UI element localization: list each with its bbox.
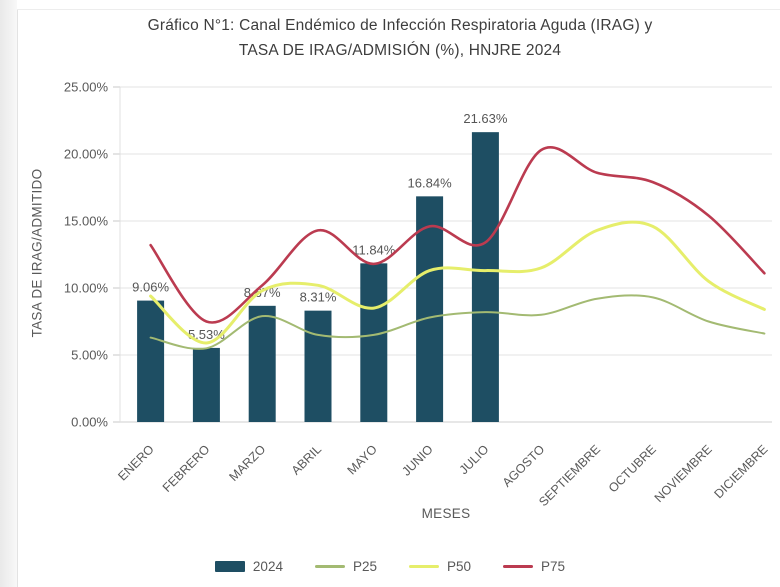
- y-tick-label: 20.00%: [64, 147, 109, 162]
- legend-swatch-p75: [503, 564, 534, 568]
- figure-frame-left: [17, 9, 18, 587]
- legend-label-p25: P25: [352, 558, 377, 574]
- bar-mayo: [360, 263, 388, 422]
- bar-marzo: [248, 305, 276, 422]
- x-axis-label-junio: JUNIO: [399, 442, 436, 479]
- p75-line: [149, 146, 766, 324]
- x-axis-label-enero: ENERO: [115, 442, 157, 484]
- chart-title-line2: TASA DE IRAG/ADMISIÓN (%), HNJRE 2024: [238, 42, 562, 59]
- x-axis-label-octubre: OCTUBRE: [606, 442, 659, 495]
- legend-item-p25: P25: [314, 558, 377, 574]
- legend-item-p50: P50: [409, 559, 471, 574]
- p50-line: [149, 220, 766, 345]
- legend-swatch-2024: [214, 560, 245, 572]
- legend-swatch-p50: [409, 564, 439, 568]
- bar-julio: [471, 132, 499, 422]
- chart-title: Gráfico N°1: Canal Endémico de Infección…: [40, 13, 760, 63]
- y-tick-label: 25.00%: [64, 80, 109, 95]
- bar-junio: [416, 196, 444, 422]
- legend-item-p75: P75: [503, 559, 565, 574]
- y-tick-label: 10.00%: [64, 281, 109, 296]
- legend-label-p75: P75: [541, 558, 566, 574]
- x-axis-label-abril: ABRIL: [289, 442, 324, 477]
- legend-swatch-p25: [314, 564, 345, 568]
- x-axis-label-agosto: AGOSTO: [500, 442, 548, 490]
- x-axis-label-noviembre: NOVIEMBRE: [652, 442, 715, 505]
- bar-data-label: 8.31%: [300, 290, 337, 305]
- chart-legend: 2024 P25 P50 P75: [0, 553, 780, 579]
- bar-data-label: 11.84%: [352, 242, 396, 257]
- page-left-edge: [0, 0, 17, 587]
- bar-abril: [304, 310, 332, 422]
- legend-label-2024: 2024: [252, 558, 283, 574]
- x-axis-label-marzo: MARZO: [227, 442, 269, 484]
- legend-item-2024: 2024: [214, 558, 283, 574]
- bar-data-label: 9.06%: [132, 280, 169, 295]
- chart-title-line1: Gráfico N°1: Canal Endémico de Infección…: [147, 17, 653, 34]
- bar-data-label: 16.84%: [408, 175, 453, 190]
- bar-febrero: [192, 347, 220, 422]
- bar-enero: [137, 300, 165, 422]
- y-tick-label: 15.00%: [64, 214, 109, 229]
- p25-line: [149, 294, 766, 350]
- y-tick-label: 5.00%: [71, 348, 108, 363]
- x-axis-title: MESES: [421, 506, 471, 521]
- y-tick-label: 0.00%: [71, 415, 108, 430]
- legend-label-p50: P50: [447, 558, 472, 574]
- x-axis-label-diciembre: DICIEMBRE: [712, 442, 771, 501]
- x-axis-label-febrero: FEBRERO: [160, 442, 213, 495]
- figure-frame-top: [17, 9, 780, 10]
- x-axis-label-julio: JULIO: [457, 442, 492, 477]
- bar-data-label: 21.63%: [463, 111, 508, 126]
- x-axis-label-mayo: MAYO: [345, 442, 380, 477]
